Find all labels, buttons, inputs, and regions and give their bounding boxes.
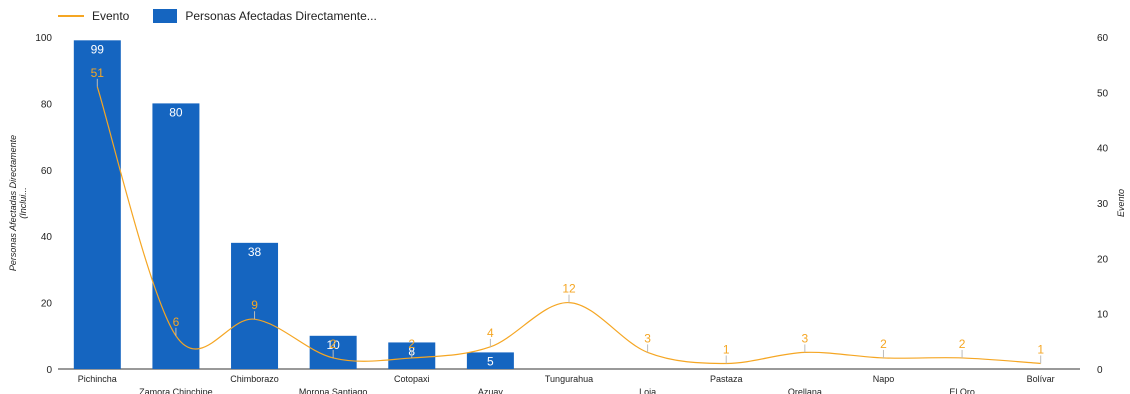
y-tick-label: 60 — [41, 166, 53, 177]
x-tick-label: Pichincha — [78, 374, 117, 384]
legend-item-evento[interactable]: Evento — [58, 9, 129, 23]
y-tick-label: 40 — [41, 232, 53, 243]
bar-value-label: 99 — [91, 42, 105, 56]
x-tick-label: Loja — [639, 387, 656, 394]
legend-bar-swatch — [153, 9, 178, 23]
evento-value-label: 6 — [173, 315, 180, 329]
bar — [466, 352, 514, 369]
y2-tick-label: 0 — [1097, 365, 1103, 376]
bar-value-label: 38 — [248, 245, 262, 259]
y2-tick-label: 30 — [1097, 199, 1109, 210]
x-tick-label: Cotopaxi — [394, 374, 430, 384]
bar-value-label: 5 — [487, 354, 494, 368]
evento-value-label: 3 — [644, 331, 651, 345]
evento-value-label: 1 — [723, 342, 730, 356]
y2-tick-label: 40 — [1097, 144, 1109, 155]
y-axis-title-line: Personas Afectadas Directamente — [8, 135, 18, 271]
evento-value-label: 4 — [487, 326, 494, 340]
evento-value-label: 2 — [408, 337, 415, 351]
x-tick-label: El Oro — [949, 387, 975, 394]
bar-value-label: 80 — [169, 105, 183, 119]
x-tick-label: Chimborazo — [230, 374, 279, 384]
y2-axis-title: Evento — [1116, 189, 1126, 217]
x-tick-label: Bolívar — [1027, 374, 1055, 384]
y-tick-label: 80 — [41, 99, 53, 110]
legend-item-personas[interactable]: Personas Afectadas Directamente... — [153, 9, 377, 23]
x-tick-label: Pastaza — [710, 374, 743, 384]
y2-tick-label: 50 — [1097, 88, 1109, 99]
x-tick-label: Zamora Chinchipe — [139, 387, 213, 394]
evento-value-label: 3 — [802, 331, 809, 345]
evento-value-label: 12 — [562, 282, 576, 296]
x-tick-label: Orellana — [788, 387, 822, 394]
evento-value-label: 9 — [251, 298, 258, 312]
x-tick-label: Morona Santiago — [299, 387, 368, 394]
y-tick-label: 20 — [41, 299, 53, 310]
y-axis-title-line: (Inclui... — [18, 187, 28, 219]
bar — [231, 242, 279, 369]
legend-label-evento: Evento — [92, 9, 130, 23]
evento-value-label: 2 — [880, 337, 887, 351]
evento-value-label: 51 — [91, 66, 105, 80]
y2-tick-label: 10 — [1097, 310, 1109, 321]
x-tick-label: Tungurahua — [545, 374, 593, 384]
x-tick-label: Azuay — [478, 387, 504, 394]
y-tick-label: 0 — [46, 365, 52, 376]
y-axis-title: Personas Afectadas Directamente(Inclui..… — [8, 135, 28, 271]
legend: Evento Personas Afectadas Directamente..… — [58, 6, 401, 26]
evento-value-label: 2 — [959, 337, 966, 351]
bar-value-label: 10 — [326, 338, 340, 352]
evento-line — [96, 86, 1041, 365]
y-tick-label: 100 — [35, 33, 52, 44]
legend-line-swatch — [58, 15, 84, 17]
legend-label-personas: Personas Afectadas Directamente... — [185, 9, 377, 23]
x-tick-label: Napo — [873, 374, 895, 384]
evento-value-label: 1 — [1037, 342, 1044, 356]
bar — [73, 40, 121, 369]
y2-tick-label: 60 — [1097, 33, 1109, 44]
y2-tick-label: 20 — [1097, 254, 1109, 265]
bar — [152, 103, 200, 370]
evento-value-label: 2 — [330, 337, 337, 351]
